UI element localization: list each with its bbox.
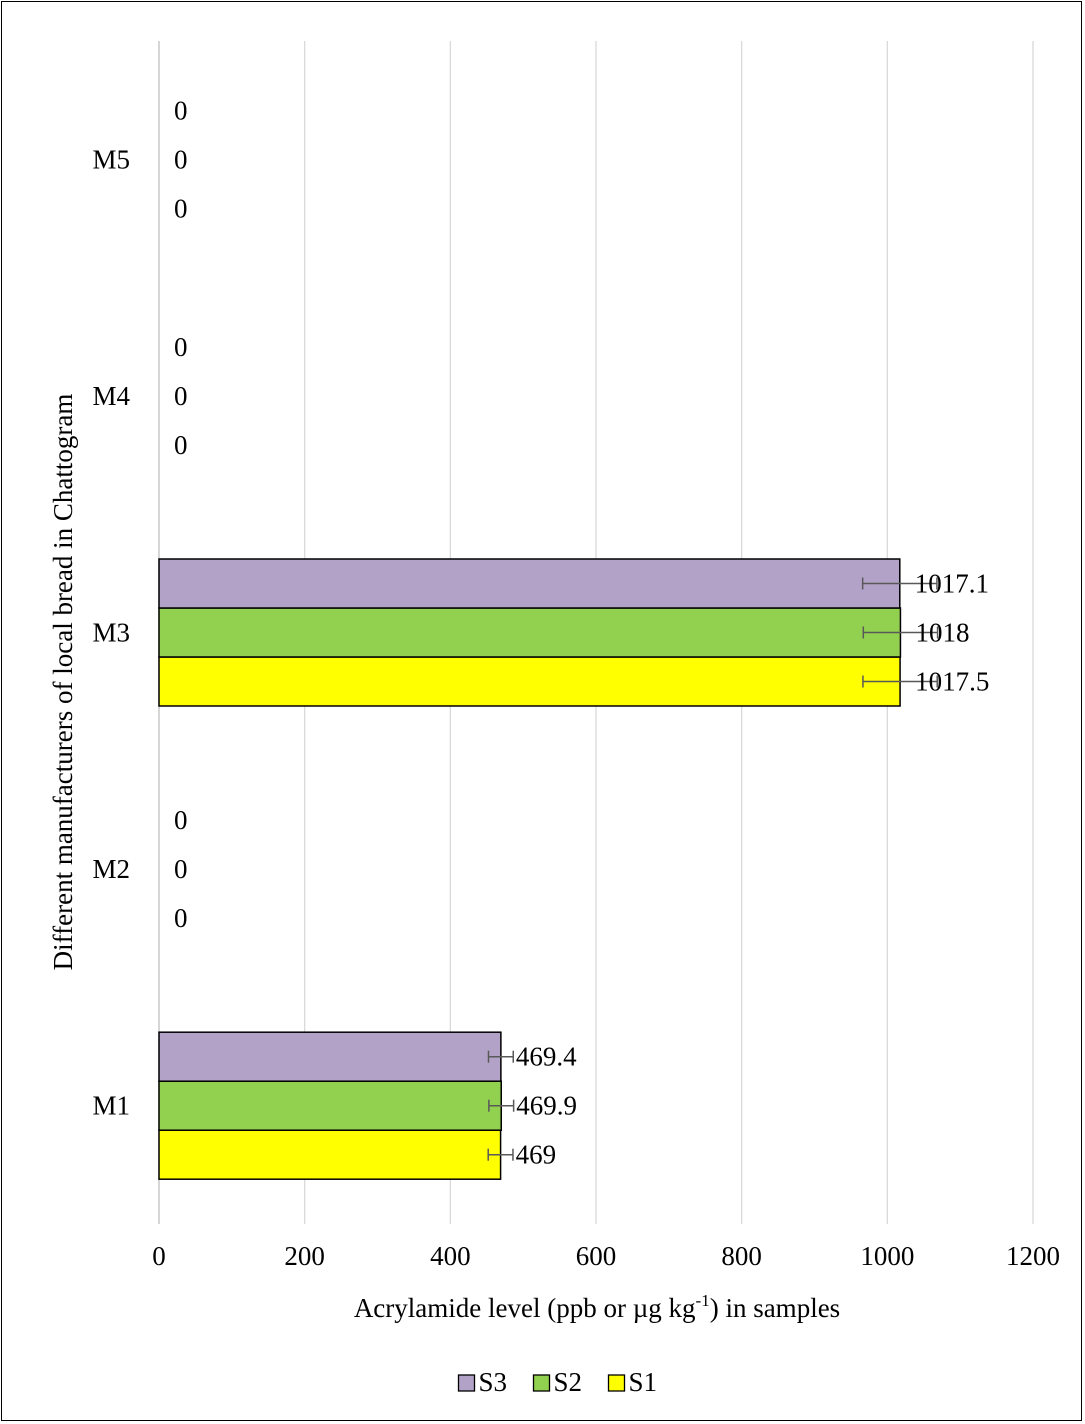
x-tick-label-400: 400	[430, 1241, 471, 1271]
data-label-M2-S2: 0	[174, 854, 188, 884]
bar-M1-S1	[158, 1129, 502, 1180]
legend-swatch-S1	[607, 1374, 626, 1392]
x-axis-title-main: Acrylamide level (ppb or µg kg	[354, 1293, 696, 1323]
x-tick-label-0: 0	[152, 1241, 166, 1271]
bar-M1-S2	[158, 1080, 502, 1131]
y-axis-title: Different manufacturers of local bread i…	[48, 394, 78, 971]
data-label-M4-S3: 0	[174, 332, 188, 362]
data-label-M3-S3: 1017.1	[915, 569, 989, 599]
data-label-M4-S1: 0	[174, 430, 188, 460]
data-label-M2-S3: 0	[174, 805, 188, 835]
data-label-M3-S1: 1017.5	[915, 667, 989, 697]
legend-label-S3: S3	[479, 1367, 508, 1397]
category-label-M5: M5	[92, 144, 130, 174]
x-tick-label-1000: 1000	[860, 1241, 914, 1271]
data-label-M5-S3: 0	[174, 95, 188, 125]
gridlines	[158, 41, 1034, 1224]
x-axis-title-suffix: ) in samples	[710, 1293, 840, 1323]
data-label-M4-S2: 0	[174, 381, 188, 411]
x-tick-label-600: 600	[576, 1241, 617, 1271]
data-label-M5-S1: 0	[174, 193, 188, 223]
x-tick-labels: 0 200 400 600 800 1000 1200	[152, 1241, 1060, 1271]
legend-label-S2: S2	[554, 1367, 583, 1397]
legend-swatch-S3	[457, 1374, 476, 1392]
bars: 469 469.9 469.4 0 0 0 1017.5 1018 1017.1 0 0 0 0 0 0	[158, 95, 989, 1180]
data-label-M5-S2: 0	[174, 144, 188, 174]
x-tick-label-200: 200	[284, 1241, 325, 1271]
data-label-M1-S1: 469	[516, 1140, 557, 1170]
bar-M3-S1	[158, 656, 901, 707]
x-axis-title-sup: -1	[696, 1291, 710, 1310]
category-labels: M1 M2 M3 M4 M5	[92, 144, 130, 1120]
category-label-M2: M2	[92, 854, 130, 884]
x-tick-label-800: 800	[721, 1241, 762, 1271]
category-label-M4: M4	[92, 381, 130, 411]
category-label-M3: M3	[92, 618, 130, 648]
legend-label-S1: S1	[629, 1367, 658, 1397]
x-tick-label-1200: 1200	[1006, 1241, 1060, 1271]
category-label-M1: M1	[92, 1091, 130, 1121]
x-axis-title: Acrylamide level (ppb or µg kg-1) in sam…	[354, 1291, 840, 1323]
data-label-M3-S2: 1018	[915, 618, 969, 648]
bar-M3-S2	[158, 607, 902, 658]
legend-swatch-S2	[532, 1374, 551, 1392]
data-label-M1-S3: 469.4	[516, 1042, 577, 1072]
bar-M3-S3	[158, 558, 901, 609]
legend: S3 S2 S1	[457, 1367, 658, 1397]
bar-M1-S3	[158, 1031, 502, 1082]
data-label-M1-S2: 469.9	[516, 1091, 577, 1121]
data-label-M2-S1: 0	[174, 903, 188, 933]
